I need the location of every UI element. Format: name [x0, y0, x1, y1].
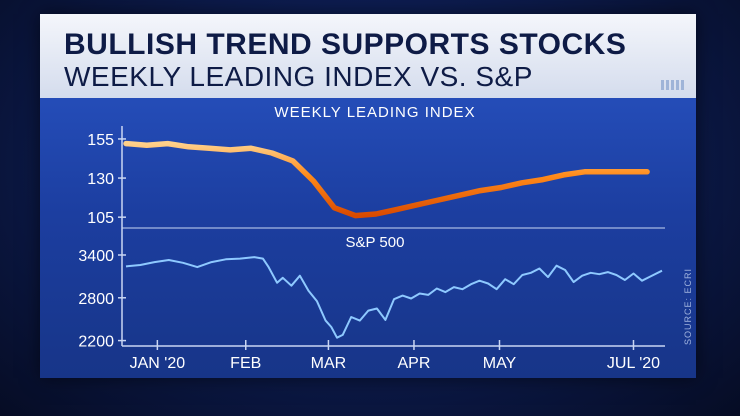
x-tick-label: JAN '20 — [130, 355, 186, 372]
x-tick-label: APR — [398, 355, 431, 372]
leading-index-line — [123, 140, 650, 219]
wli-y-tick-label: 105 — [87, 210, 114, 227]
sp500-y-tick-label: 2800 — [78, 291, 114, 308]
sp500-y-tick-label: 2200 — [78, 334, 114, 351]
x-tick-label: MAY — [483, 355, 517, 372]
decorative-bars — [661, 80, 684, 90]
x-tick-label: MAR — [311, 355, 347, 372]
wli-y-tick-label: 155 — [87, 132, 114, 149]
x-tick-label: JUL '20 — [607, 355, 660, 372]
sp500-panel-title: S&P 500 — [346, 234, 405, 251]
sp500-line — [125, 256, 663, 339]
title-band: BULLISH TREND SUPPORTS STOCKS WEEKLY LEA… — [40, 14, 696, 98]
chart-title: BULLISH TREND SUPPORTS STOCKS — [64, 28, 627, 61]
sp500-y-tick-label: 3400 — [78, 248, 114, 265]
wli-y-tick-label: 130 — [87, 171, 114, 188]
source-label: SOURCE: ECRI — [683, 267, 693, 345]
chart-subtitle: WEEKLY LEADING INDEX VS. S&P — [64, 61, 533, 92]
leading-index-panel-title: WEEKLY LEADING INDEX — [274, 104, 475, 121]
x-tick-label: FEB — [230, 355, 261, 372]
chart-panel: BULLISH TREND SUPPORTS STOCKS WEEKLY LEA… — [40, 14, 696, 378]
